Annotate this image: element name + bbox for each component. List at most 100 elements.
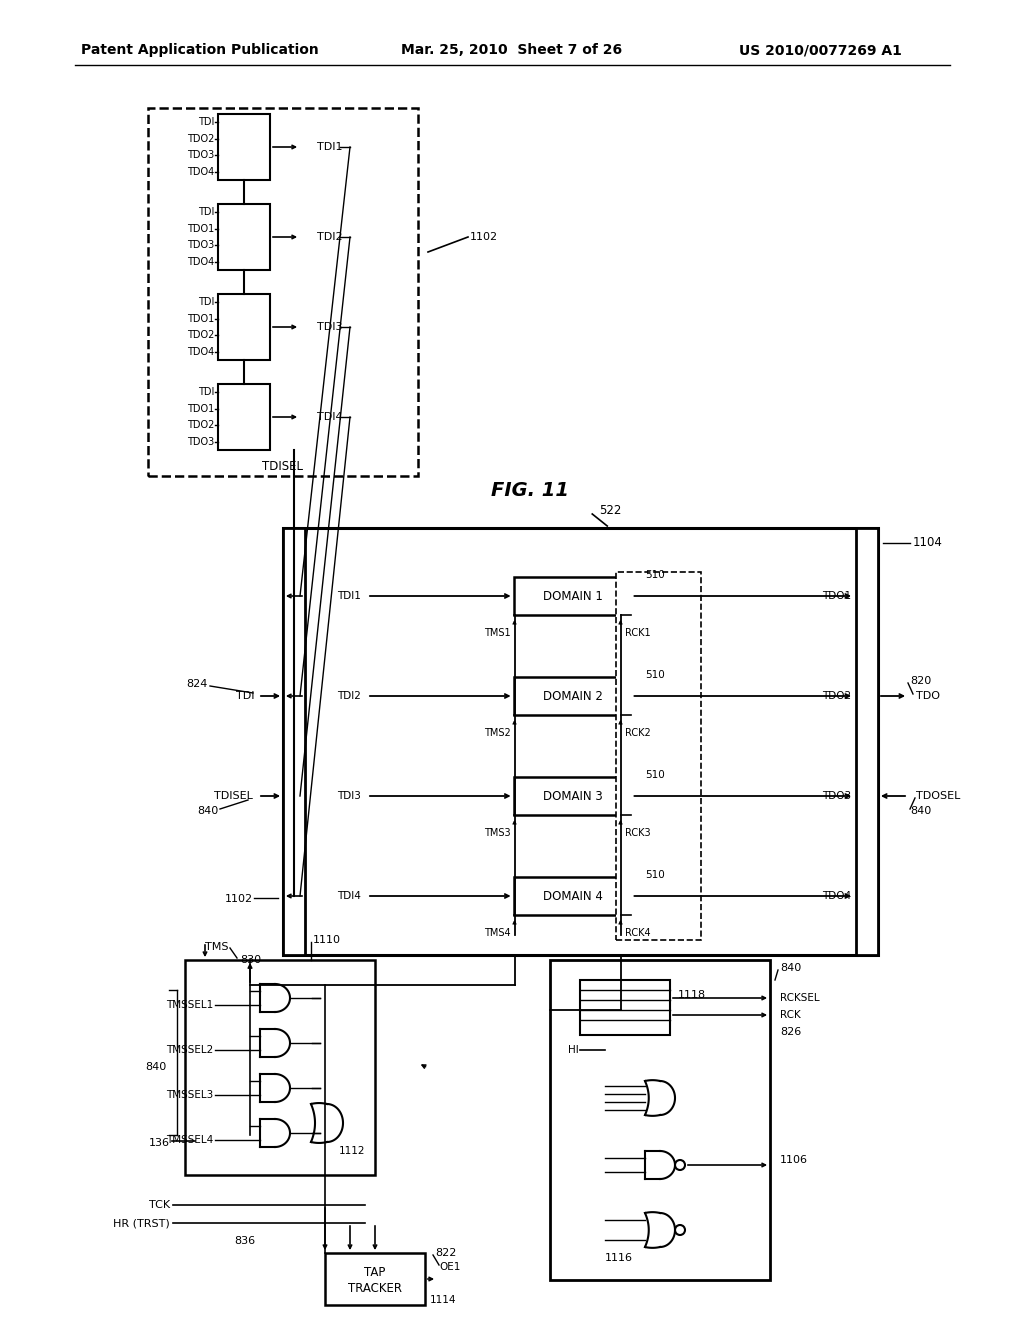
Text: RCK1: RCK1	[625, 628, 650, 638]
Bar	[856, 528, 878, 954]
Text: 820: 820	[910, 676, 931, 686]
Text: TMSSEL3: TMSSEL3	[166, 1090, 213, 1100]
Text: TDI1: TDI1	[317, 143, 342, 152]
Text: Patent Application Publication: Patent Application Publication	[81, 44, 318, 57]
Text: TDI1: TDI1	[337, 591, 360, 601]
Text: TDO3: TDO3	[822, 791, 851, 801]
Text: TDI: TDI	[198, 387, 214, 397]
Bar	[283, 528, 878, 954]
Text: RCK2: RCK2	[625, 729, 650, 738]
Text: 136: 136	[150, 1138, 170, 1148]
Text: TDI: TDI	[198, 297, 214, 308]
Text: HR (TRST): HR (TRST)	[114, 1218, 170, 1228]
Text: US 2010/0077269 A1: US 2010/0077269 A1	[738, 44, 901, 57]
Text: 826: 826	[780, 1027, 801, 1038]
Text: TDI2: TDI2	[317, 232, 343, 242]
Text: 522: 522	[599, 503, 622, 516]
Bar	[513, 577, 632, 615]
Bar	[218, 384, 270, 450]
Text: TDO4: TDO4	[186, 347, 214, 356]
Text: HI: HI	[568, 1045, 579, 1055]
Bar	[325, 1253, 425, 1305]
Text: 840: 840	[197, 807, 218, 816]
Text: TDO3: TDO3	[186, 150, 214, 160]
Text: RCKSEL: RCKSEL	[780, 993, 819, 1003]
Text: 824: 824	[186, 678, 208, 689]
Text: TDI3: TDI3	[317, 322, 342, 333]
Text: TDI: TDI	[198, 207, 214, 218]
Text: TMS1: TMS1	[484, 628, 511, 638]
Text: DOMAIN 3: DOMAIN 3	[543, 789, 602, 803]
Text: TDO1: TDO1	[186, 314, 214, 323]
Text: TDO: TDO	[916, 690, 940, 701]
Text: Mar. 25, 2010  Sheet 7 of 26: Mar. 25, 2010 Sheet 7 of 26	[401, 44, 623, 57]
Text: OE1: OE1	[439, 1262, 461, 1272]
Text: 1102: 1102	[470, 232, 498, 242]
Bar	[550, 960, 770, 1280]
Bar	[218, 114, 270, 180]
Text: TDO4: TDO4	[186, 257, 214, 267]
Text: TMSSEL2: TMSSEL2	[166, 1045, 213, 1055]
Text: TDO3: TDO3	[186, 240, 214, 251]
Text: TDO3: TDO3	[186, 437, 214, 446]
Text: 510: 510	[645, 570, 666, 579]
Bar	[580, 979, 670, 1035]
Text: 1114: 1114	[430, 1295, 457, 1305]
Text: TDISEL: TDISEL	[214, 791, 253, 801]
Text: 836: 836	[234, 1236, 256, 1246]
Text: 840: 840	[910, 807, 931, 816]
Text: 1102: 1102	[225, 894, 253, 904]
Text: 840: 840	[145, 1063, 167, 1072]
Text: DOMAIN 1: DOMAIN 1	[543, 590, 602, 602]
Text: 1104: 1104	[913, 536, 943, 549]
Bar	[185, 960, 375, 1175]
Text: TDI3: TDI3	[337, 791, 360, 801]
Text: 1118: 1118	[678, 990, 707, 1001]
Text: TCK: TCK	[148, 1200, 170, 1210]
Text: TDO2: TDO2	[822, 690, 851, 701]
Text: 1112: 1112	[339, 1146, 366, 1156]
Text: 1106: 1106	[780, 1155, 808, 1166]
Text: TDO1: TDO1	[822, 591, 851, 601]
Text: TRACKER: TRACKER	[348, 1283, 402, 1295]
Text: TMS4: TMS4	[484, 928, 511, 939]
Text: TDI4: TDI4	[317, 412, 343, 422]
Bar	[218, 205, 270, 271]
Text: 510: 510	[645, 870, 666, 880]
Text: TMS3: TMS3	[484, 828, 511, 838]
Text: TDI: TDI	[198, 117, 214, 127]
Text: FIG. 11: FIG. 11	[490, 480, 569, 499]
Text: 510: 510	[645, 671, 666, 680]
Text: 830: 830	[240, 954, 261, 965]
Text: TMS: TMS	[205, 942, 228, 952]
Text: RCK: RCK	[780, 1010, 801, 1020]
Text: TMSSEL4: TMSSEL4	[166, 1135, 213, 1144]
Text: RCK4: RCK4	[625, 928, 650, 939]
Bar	[513, 777, 632, 814]
Text: TDO1: TDO1	[186, 224, 214, 234]
Bar	[148, 108, 418, 477]
Text: TAP: TAP	[365, 1266, 386, 1279]
Text: 840: 840	[780, 964, 801, 973]
Text: RCK3: RCK3	[625, 828, 650, 838]
Bar	[513, 876, 632, 915]
Bar	[218, 294, 270, 360]
Text: TDI: TDI	[237, 690, 255, 701]
Text: TDO2: TDO2	[186, 133, 214, 144]
Text: TMS2: TMS2	[483, 729, 511, 738]
Text: 1110: 1110	[313, 935, 341, 945]
Bar	[615, 572, 700, 940]
Text: DOMAIN 2: DOMAIN 2	[543, 689, 602, 702]
Text: TDO1: TDO1	[186, 404, 214, 413]
Text: TDO4: TDO4	[822, 891, 851, 902]
Text: TDISEL: TDISEL	[262, 459, 303, 473]
Text: TDO2: TDO2	[186, 330, 214, 341]
Text: TDO4: TDO4	[186, 166, 214, 177]
Text: TDI4: TDI4	[337, 891, 360, 902]
Text: 822: 822	[435, 1247, 457, 1258]
Text: TDO2: TDO2	[186, 420, 214, 430]
Bar	[513, 677, 632, 715]
Text: 510: 510	[645, 770, 666, 780]
Text: TMSSEL1: TMSSEL1	[166, 1001, 213, 1010]
Text: TDOSEL: TDOSEL	[916, 791, 961, 801]
